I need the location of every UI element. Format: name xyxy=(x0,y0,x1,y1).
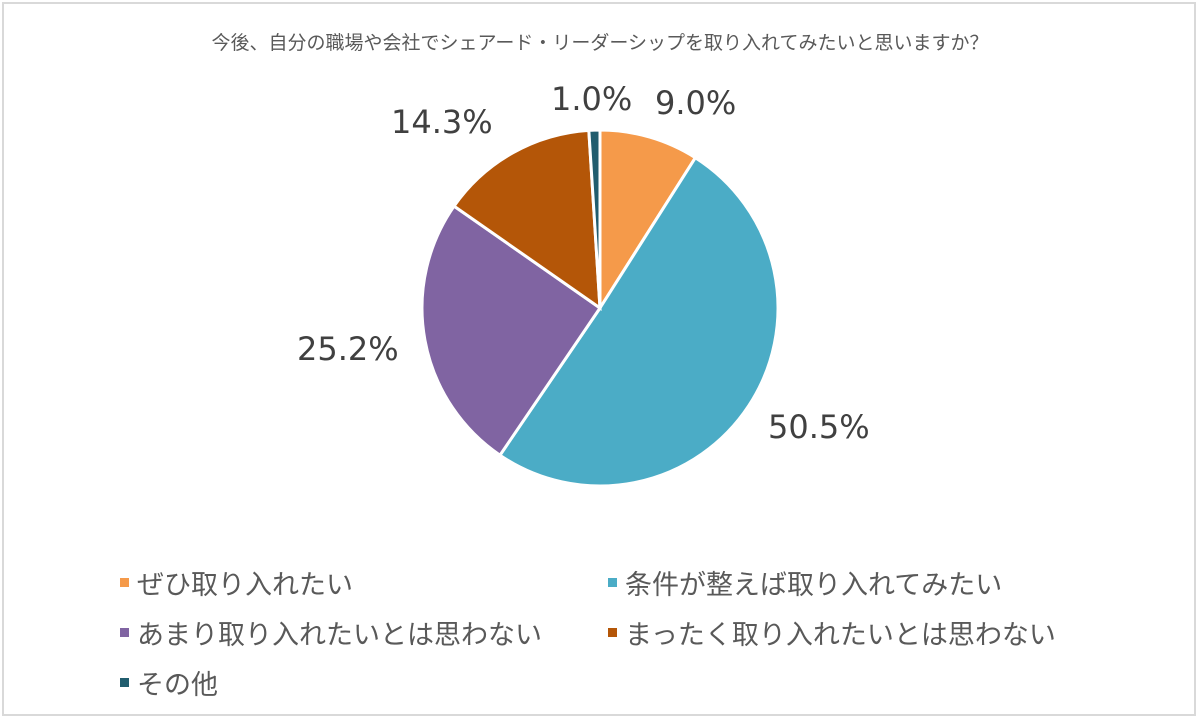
legend-item: まったく取り入れたいとは思わない xyxy=(608,613,1056,652)
legend-swatch xyxy=(120,628,129,637)
pie-slice xyxy=(587,128,602,309)
pie-slice xyxy=(451,128,602,312)
pie-slice xyxy=(420,204,603,458)
legend-item: その他 xyxy=(120,663,218,702)
legend-item: 条件が整えば取り入れてみたい xyxy=(608,563,1002,602)
chart-title: 今後、自分の職場や会社でシェアード・リーダーシップを取り入れてみたいと思いますか… xyxy=(211,32,989,54)
legend-swatch xyxy=(120,678,129,687)
legend-item: あまり取り入れたいとは思わない xyxy=(120,613,542,652)
data-label-1: 50.5% xyxy=(768,408,870,446)
legend-swatch xyxy=(120,578,129,587)
legend-item: ぜひ取り入れたい xyxy=(120,563,353,602)
data-label-4: 1.0% xyxy=(551,80,633,118)
data-label-0: 9.0% xyxy=(655,84,737,122)
data-label-2: 25.2% xyxy=(297,330,399,368)
pie-slice xyxy=(598,128,698,314)
data-label-3: 14.3% xyxy=(391,103,493,141)
legend-swatch xyxy=(608,628,617,637)
pie-slice xyxy=(497,155,780,488)
legend-swatch xyxy=(608,578,617,587)
